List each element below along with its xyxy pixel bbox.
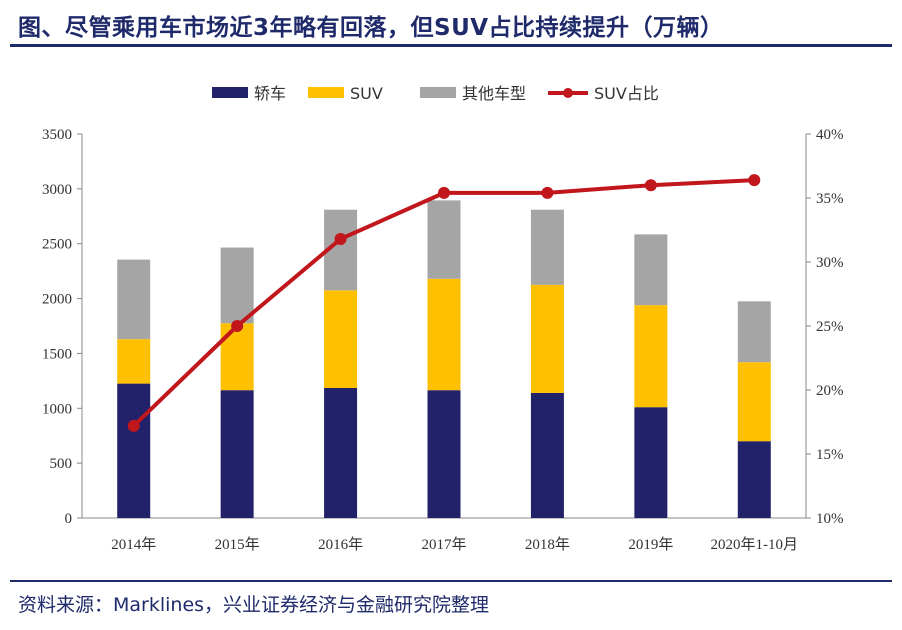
bar-segment bbox=[117, 383, 151, 518]
x-tick-label: 2017年 bbox=[421, 536, 466, 553]
y2-tick-label: 35% bbox=[816, 191, 844, 207]
axes: 0 500 1000 1500 2000 2500 3000 3500 10% 15% 20% 25%… bbox=[42, 127, 844, 553]
bar-segment bbox=[324, 290, 358, 388]
bar-segment bbox=[634, 234, 668, 306]
bar-segment bbox=[220, 247, 254, 324]
legend-swatch bbox=[308, 87, 344, 98]
y-tick-label: 2500 bbox=[42, 237, 72, 253]
bar-segment bbox=[634, 407, 668, 518]
bar-segment bbox=[220, 323, 254, 391]
bar-segment bbox=[737, 301, 771, 363]
legend-label: SUV bbox=[350, 84, 383, 103]
y2-tick-label: 25% bbox=[816, 319, 844, 335]
x-tick-label: 2014年 bbox=[111, 536, 156, 553]
y-tick-label: 0 bbox=[65, 511, 73, 527]
bar-segment bbox=[324, 387, 358, 518]
bar-segment bbox=[427, 390, 461, 518]
y2-tick-label: 20% bbox=[816, 383, 844, 399]
legend-label: 轿车 bbox=[254, 84, 286, 103]
y2-tick-label: 10% bbox=[816, 511, 844, 527]
bar-segment bbox=[427, 200, 461, 279]
source-note: 资料来源：Marklines，兴业证券经济与金融研究院整理 bbox=[18, 594, 490, 616]
bar-segment bbox=[737, 441, 771, 518]
bar-segment bbox=[530, 284, 564, 393]
y2-tick-label: 15% bbox=[816, 447, 844, 463]
bar-segment bbox=[220, 390, 254, 518]
legend-swatch bbox=[420, 87, 456, 98]
footer-rule bbox=[10, 580, 892, 582]
y-tick-label: 3500 bbox=[42, 127, 72, 143]
x-tick-label: 2019年 bbox=[628, 536, 673, 553]
bar-segment bbox=[427, 278, 461, 391]
ratio-point bbox=[748, 174, 761, 187]
x-tick-label: 2016年 bbox=[318, 536, 363, 553]
bar-segment bbox=[634, 305, 668, 408]
y-tick-label: 1500 bbox=[42, 346, 72, 362]
x-tick-label: 2018年 bbox=[525, 536, 570, 553]
bar-segment bbox=[117, 339, 151, 384]
y2-tick-label: 40% bbox=[816, 127, 844, 143]
ratio-point bbox=[644, 179, 657, 192]
legend-label: SUV占比 bbox=[594, 84, 659, 103]
legend-line-marker bbox=[563, 88, 573, 98]
legend-swatch bbox=[212, 87, 248, 98]
x-tick-label: 2020年1-10月 bbox=[711, 536, 799, 553]
bars bbox=[117, 200, 771, 518]
bar-segment bbox=[530, 392, 564, 518]
legend: 轿车 SUV 其他车型 SUV占比 bbox=[212, 84, 659, 103]
ratio-point bbox=[127, 419, 140, 432]
ratio-point bbox=[334, 232, 347, 245]
y-tick-label: 500 bbox=[50, 456, 73, 472]
ratio-point bbox=[231, 320, 244, 332]
y2-tick-label: 30% bbox=[816, 255, 844, 271]
y-tick-label: 1000 bbox=[42, 401, 72, 417]
y-tick-label: 3000 bbox=[42, 182, 72, 198]
page-title: 图、尽管乘用车市场近3年略有回落，但SUV占比持续提升（万辆） bbox=[18, 15, 724, 41]
legend-label: 其他车型 bbox=[462, 84, 526, 103]
x-tick-label: 2015年 bbox=[215, 536, 260, 553]
ratio-line bbox=[127, 174, 761, 432]
ratio-point bbox=[438, 186, 450, 199]
y-tick-label: 2000 bbox=[42, 292, 72, 308]
ratio-point bbox=[541, 186, 554, 199]
bar-segment bbox=[117, 259, 151, 340]
title-underline bbox=[10, 44, 892, 47]
bar-segment bbox=[737, 362, 771, 442]
bar-segment bbox=[530, 209, 564, 285]
